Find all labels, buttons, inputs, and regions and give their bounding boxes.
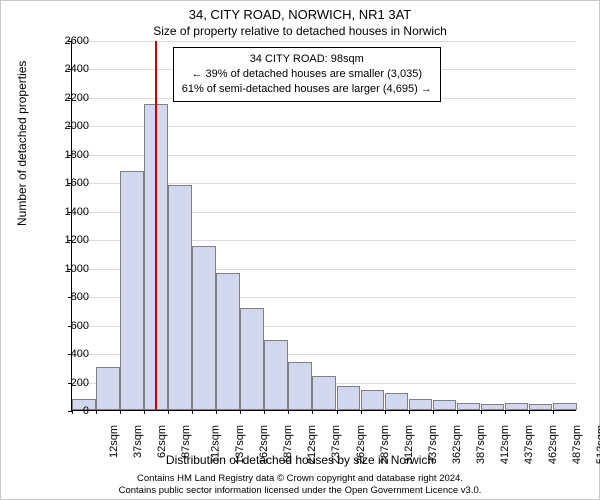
histogram-bar xyxy=(288,362,312,410)
xtick-mark xyxy=(553,410,554,414)
footer-line-1: Contains HM Land Registry data © Crown c… xyxy=(137,473,463,484)
footer-line-2: Contains public sector information licen… xyxy=(119,485,482,496)
histogram-bar xyxy=(553,403,577,410)
xtick-mark xyxy=(192,410,193,414)
xtick-mark xyxy=(505,410,506,414)
histogram-bar xyxy=(505,403,529,410)
xtick-mark xyxy=(361,410,362,414)
ytick-label: 2200 xyxy=(65,92,89,104)
histogram-bar xyxy=(481,404,505,410)
xtick-mark xyxy=(481,410,482,414)
ytick-label: 1600 xyxy=(65,177,89,189)
histogram-bar xyxy=(312,376,336,410)
histogram-bar xyxy=(457,403,481,410)
ytick-label: 0 xyxy=(83,405,89,417)
xtick-mark xyxy=(457,410,458,414)
gridline xyxy=(72,41,576,42)
xtick-mark xyxy=(96,410,97,414)
footer-attribution: Contains HM Land Registry data © Crown c… xyxy=(1,473,599,497)
histogram-bar xyxy=(409,399,433,410)
ytick-label: 1800 xyxy=(65,149,89,161)
info-box-line-1: ← 39% of detached houses are smaller (3,… xyxy=(182,67,432,82)
histogram-bar xyxy=(433,400,457,410)
xtick-mark xyxy=(312,410,313,414)
xtick-mark xyxy=(529,410,530,414)
histogram-bar xyxy=(361,390,385,410)
info-box-line-2: 61% of semi-detached houses are larger (… xyxy=(182,82,432,97)
info-box-header: 34 CITY ROAD: 98sqm xyxy=(182,52,432,67)
ytick-label: 2600 xyxy=(65,35,89,47)
histogram-bar xyxy=(168,185,192,410)
histogram-bar xyxy=(240,308,264,410)
xtick-mark xyxy=(288,410,289,414)
histogram-bar xyxy=(216,273,240,410)
xtick-mark xyxy=(409,410,410,414)
ytick-label: 200 xyxy=(71,377,89,389)
histogram-bar xyxy=(96,367,120,410)
ytick-label: 2400 xyxy=(65,63,89,75)
histogram-bar xyxy=(529,404,553,410)
xtick-mark xyxy=(120,410,121,414)
property-marker-line xyxy=(155,41,157,410)
xtick-mark xyxy=(264,410,265,414)
ytick-label: 400 xyxy=(71,348,89,360)
xtick-mark xyxy=(72,410,73,414)
xtick-mark xyxy=(216,410,217,414)
histogram-bar xyxy=(264,340,288,410)
histogram-bar xyxy=(120,171,144,410)
x-axis-label: Distribution of detached houses by size … xyxy=(1,453,599,467)
ytick-label: 600 xyxy=(71,320,89,332)
xtick-mark xyxy=(168,410,169,414)
ytick-label: 1000 xyxy=(65,263,89,275)
histogram-bar xyxy=(192,246,216,410)
chart-plot-area: 12sqm37sqm62sqm87sqm112sqm137sqm162sqm18… xyxy=(71,41,576,411)
property-info-box: 34 CITY ROAD: 98sqm← 39% of detached hou… xyxy=(173,47,441,102)
page-subtitle: Size of property relative to detached ho… xyxy=(1,24,599,38)
xtick-mark xyxy=(144,410,145,414)
xtick-mark xyxy=(240,410,241,414)
ytick-label: 1400 xyxy=(65,206,89,218)
y-axis-label: Number of detached properties xyxy=(15,61,29,226)
xtick-mark xyxy=(385,410,386,414)
ytick-label: 1200 xyxy=(65,234,89,246)
xtick-mark xyxy=(337,410,338,414)
xtick-mark xyxy=(433,410,434,414)
histogram-bar xyxy=(337,386,361,410)
page-title: 34, CITY ROAD, NORWICH, NR1 3AT xyxy=(1,7,599,22)
ytick-label: 800 xyxy=(71,291,89,303)
ytick-label: 2000 xyxy=(65,120,89,132)
histogram-bar xyxy=(385,393,409,410)
